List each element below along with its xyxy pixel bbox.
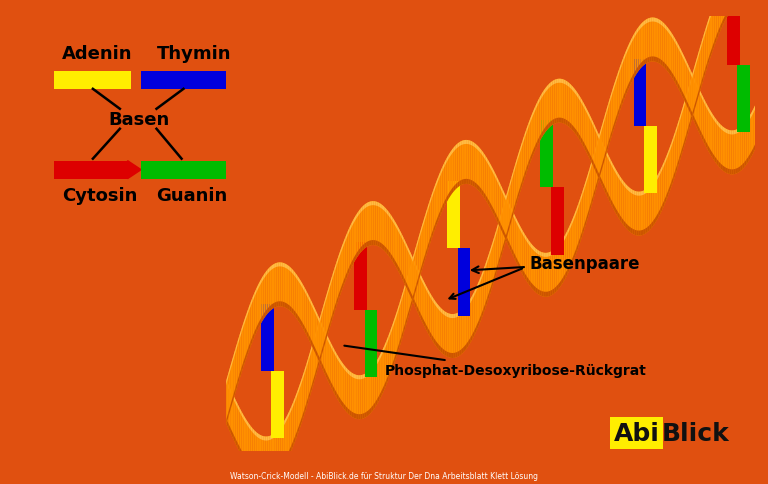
Polygon shape	[127, 161, 141, 179]
Text: Blick: Blick	[661, 421, 730, 445]
Text: Watson-Crick-Modell - AbiBlick.de für Struktur Der Dna Arbeitsblatt Klett Lösung: Watson-Crick-Modell - AbiBlick.de für St…	[230, 471, 538, 480]
Text: Phosphat-Desoxyribose-Rückgrat: Phosphat-Desoxyribose-Rückgrat	[344, 346, 647, 378]
Text: Basenpaare: Basenpaare	[472, 255, 640, 273]
Text: Basen: Basen	[108, 110, 170, 128]
Text: Guanin: Guanin	[157, 186, 228, 204]
Text: Adenin: Adenin	[62, 45, 133, 63]
Text: Thymin: Thymin	[157, 45, 231, 63]
Text: Cytosin: Cytosin	[62, 186, 137, 204]
Text: Abi: Abi	[614, 421, 660, 445]
